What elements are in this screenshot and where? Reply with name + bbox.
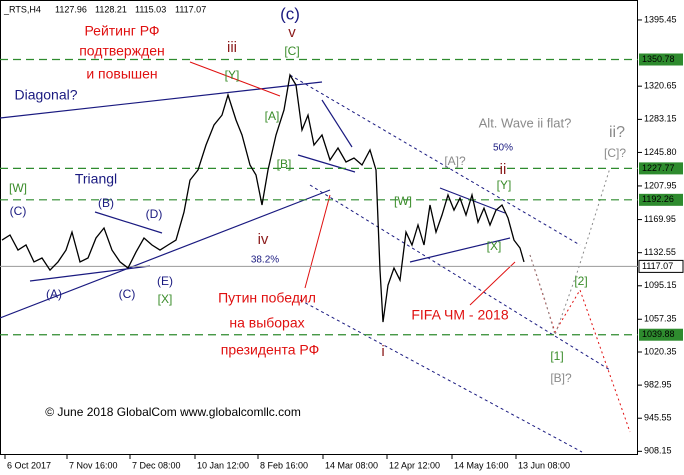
annotation: Triangl [75, 171, 117, 187]
annotation: (D) [146, 207, 163, 221]
x-tick-label: 6 Oct 2017 [7, 460, 51, 470]
annotation: [B] [277, 157, 292, 171]
annotation: 38.2% [251, 255, 279, 266]
annotation: [2] [574, 274, 587, 288]
ohlc-value: 1117.07 [175, 4, 206, 14]
level-box [639, 162, 683, 175]
y-tick-label: 1020.35 [644, 346, 677, 356]
symbol: _RTS,H4 [3, 4, 41, 14]
ohlc-value: 1128.21 [95, 4, 127, 14]
annotation: ii [500, 161, 507, 178]
annotation: [A]? [444, 154, 466, 168]
x-tick-label: 8 Feb 16:00 [260, 460, 308, 470]
level-label: 1192.26 [642, 194, 674, 204]
annotation: Путин победил [218, 290, 316, 306]
ohlc-value: 1127.96 [55, 4, 87, 14]
x-tick-label: 14 Mar 08:00 [325, 460, 378, 470]
y-tick-label: 1320.65 [644, 81, 677, 91]
annotation: (E) [157, 274, 173, 288]
y-tick-label: 1169.95 [644, 214, 676, 224]
level-box [639, 53, 683, 66]
annotation: [Y] [225, 68, 240, 82]
price-line-series [1, 73, 525, 323]
annotation: (B) [98, 196, 114, 210]
y-tick-label: 1132.55 [644, 247, 676, 257]
annotation: (C) [119, 287, 136, 301]
annotation: [C] [284, 44, 299, 58]
annotation: i [381, 343, 384, 360]
y-tick-label: 1395.45 [644, 14, 677, 24]
annotation: [C]? [604, 146, 626, 160]
plot-frame [0, 0, 638, 455]
annotation: [B]? [550, 371, 572, 385]
x-tick-label: 14 May 16:00 [454, 460, 509, 470]
level-label: 1227.77 [642, 163, 675, 173]
annotation: [W] [9, 181, 27, 195]
x-tick-label: 12 Apr 12:00 [389, 460, 440, 470]
annotation: FIFA ЧМ - 2018 [411, 307, 508, 323]
annotation: [X] [158, 292, 173, 306]
annotation: [Y] [497, 178, 512, 192]
level-box [639, 328, 683, 341]
x-tick-label: 7 Dec 08:00 [132, 460, 181, 470]
annotation: Diagonal? [14, 87, 77, 103]
annotation: v [288, 24, 296, 41]
annotation: iv [258, 231, 269, 248]
annotation: [A] [265, 109, 280, 123]
ohlc-value: 1115.03 [135, 4, 166, 14]
annotation: на выборах [229, 315, 304, 331]
annotation: подтвержден [79, 43, 165, 59]
y-tick-label: 1283.15 [644, 114, 677, 124]
x-tick-label: 7 Nov 16:00 [69, 460, 118, 470]
annotation: (A) [46, 287, 62, 301]
annotation: ii? [609, 124, 625, 141]
annotation: президента РФ [221, 342, 320, 358]
price-label: 1117.07 [642, 261, 673, 271]
annotation: (c) [280, 4, 300, 23]
y-tick-label: 1245.80 [644, 147, 677, 157]
y-tick-label: 1057.35 [644, 314, 677, 324]
y-tick-label: 1207.95 [644, 180, 677, 190]
annotation: [W] [394, 194, 412, 208]
y-tick-label: 908.15 [644, 446, 672, 456]
level-label: 1039.88 [642, 329, 675, 339]
annotation: и повышен [86, 66, 157, 82]
annotation: © June 2018 GlobalCom www.globalcomllc.c… [45, 405, 301, 419]
y-tick-label: 945.55 [644, 413, 672, 423]
drawings [0, 61, 631, 453]
x-tick-label: 10 Jan 12:00 [197, 460, 249, 470]
annotation: iii [227, 39, 237, 56]
price-box [638, 259, 684, 273]
annotation: 50% [493, 143, 513, 154]
annotation: (C) [10, 204, 27, 218]
y-tick-label: 1095.15 [644, 280, 677, 290]
level-label: 1350.78 [642, 54, 675, 64]
annotation: [X] [487, 239, 502, 253]
level-box [639, 193, 683, 206]
x-tick-label: 13 Jun 08:00 [518, 460, 570, 470]
annotation: [1] [550, 349, 563, 363]
annotation: Рейтинг РФ [84, 23, 159, 39]
y-tick-label: 982.95 [644, 379, 672, 389]
annotation: Alt. Wave ii flat? [479, 115, 572, 130]
